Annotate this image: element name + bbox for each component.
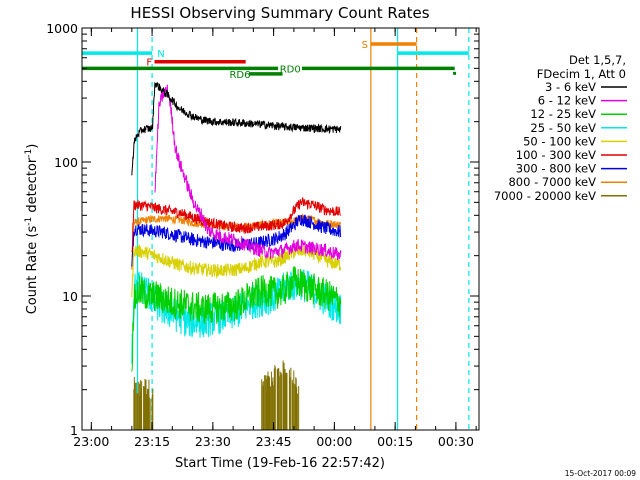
plot-area: NF S RD0 RD6 [82,28,470,430]
legend-label: 12 - 25 keV [530,107,596,121]
plot-frame [81,27,480,431]
legend-label: 50 - 100 keV [523,134,596,148]
x-tick-label: 23:15 [134,434,170,449]
legend-label: 300 - 800 keV [516,162,596,176]
flag-label-s: S [362,40,368,51]
legend-label: 3 - 6 keV [545,80,596,94]
series-12-25-keV [131,266,342,372]
y-tick-label: 1000 [46,21,78,36]
legend-label: 6 - 12 keV [538,94,596,108]
series-7000-20000-keV [133,360,300,430]
series-6-12-keV [154,84,342,261]
y-tick-label: 1 [70,423,78,438]
series-300-800-keV [131,214,342,267]
legend-header-1: Det 1,5,7, [569,53,626,67]
legend-label: 25 - 50 keV [530,121,596,135]
flag-label-rd0: RD0 [280,64,301,75]
chart-title: HESSI Observing Summary Count Rates [130,4,429,22]
y-tick-label: 100 [54,155,78,170]
flag-marker-dot [453,71,457,75]
series-100-300-keV [131,196,342,253]
x-tick-label: 00:30 [438,434,474,449]
legend-header-2: FDecim 1, Att 0 [537,67,626,81]
x-tick-label: 00:15 [377,434,413,449]
series-3-6-keV [131,81,342,176]
flag-label-rd6: RD6 [229,70,250,81]
y-tick-label: 10 [62,289,78,304]
legend-label: 100 - 300 keV [516,148,596,162]
x-axis: 23:00 23:15 23:30 23:45 00:00 00:15 00:30 [73,28,477,449]
flag-label-f: F [146,58,152,69]
x-tick-label: 00:00 [316,434,352,449]
x-axis-label: Start Time (19-Feb-16 22:57:42) [175,456,385,471]
legend-label: 800 - 7000 keV [508,175,596,189]
timestamp: 15-Oct-2017 00:09 [565,469,636,478]
x-tick-label: 23:00 [73,434,109,449]
x-tick-label: 23:45 [256,434,292,449]
flag-label-n: N [157,49,164,60]
legend-label: 7000 - 20000 keV [494,189,596,203]
y-axis-label: Count Rate (s-1 detector-1) [24,144,40,315]
y-axis: 1 10 100 1000 [46,21,479,438]
x-tick-label: 23:30 [195,434,231,449]
